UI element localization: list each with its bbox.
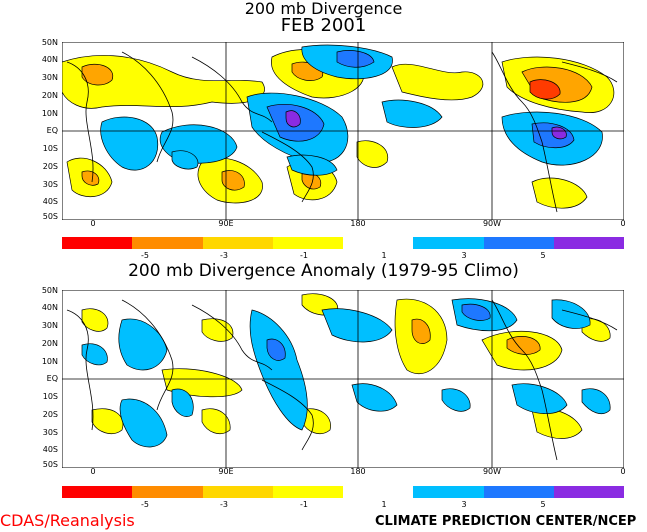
colorbar-label: 3 bbox=[461, 500, 467, 509]
lat-label: 40N bbox=[41, 55, 58, 64]
colorbar-swatch bbox=[132, 237, 203, 249]
colorbar-swatch bbox=[202, 486, 273, 498]
lat-label: 10N bbox=[41, 357, 58, 366]
colorbar-swatch bbox=[132, 486, 203, 498]
lat-label: 20N bbox=[41, 339, 58, 348]
bottom-map-title: 200 mb Divergence Anomaly (1979-95 Climo… bbox=[128, 261, 519, 281]
lat-label: 20S bbox=[42, 410, 58, 419]
colorbar-swatch bbox=[483, 237, 554, 249]
footer-source: CDAS/Reanalysis bbox=[0, 511, 135, 530]
colorbar-label: 3 bbox=[461, 251, 467, 260]
colorbar-swatch bbox=[553, 237, 624, 249]
colorbar-label: -3 bbox=[220, 251, 228, 260]
lat-label: 10N bbox=[41, 109, 58, 118]
colorbar-swatch bbox=[343, 486, 414, 498]
divergence-map bbox=[62, 42, 624, 220]
colorbar-swatch bbox=[272, 237, 343, 249]
colorbar-label: 5 bbox=[540, 500, 546, 509]
lat-label: 10S bbox=[42, 144, 58, 153]
lat-label: 30N bbox=[41, 321, 58, 330]
top-map-subtitle: FEB 2001 bbox=[280, 15, 367, 36]
colorbar-swatch bbox=[202, 237, 273, 249]
colorbar-label: -5 bbox=[141, 251, 149, 260]
lat-label: 50N bbox=[41, 38, 58, 47]
colorbar-label: 1 bbox=[381, 500, 387, 509]
lon-label: 0 bbox=[620, 467, 626, 476]
lat-label: EQ bbox=[46, 126, 58, 135]
lat-label: 40N bbox=[41, 303, 58, 312]
lon-label: 90W bbox=[482, 219, 502, 228]
footer-credit: CLIMATE PREDICTION CENTER/NCEP bbox=[375, 514, 637, 529]
colorbar-label: -1 bbox=[300, 500, 308, 509]
colorbar-swatch bbox=[413, 486, 484, 498]
colorbar-label: -5 bbox=[141, 500, 149, 509]
lat-label: 20S bbox=[42, 162, 58, 171]
colorbar-swatch bbox=[62, 486, 133, 498]
lat-label: 50S bbox=[42, 460, 58, 469]
colorbar-swatch bbox=[483, 486, 554, 498]
top-colorbar bbox=[62, 237, 624, 249]
colorbar-swatch bbox=[553, 486, 624, 498]
lon-label: 0 bbox=[620, 219, 626, 228]
lat-label: EQ bbox=[46, 374, 58, 383]
lon-label: 90W bbox=[482, 467, 502, 476]
colorbar-label: 5 bbox=[540, 251, 546, 260]
divergence-anomaly-map bbox=[62, 290, 624, 468]
colorbar-label: -3 bbox=[220, 500, 228, 509]
lat-label: 30S bbox=[42, 428, 58, 437]
lon-label: 180 bbox=[350, 219, 366, 228]
lat-label: 30N bbox=[41, 73, 58, 82]
colorbar-swatch bbox=[413, 237, 484, 249]
lat-label: 40S bbox=[42, 445, 58, 454]
lon-label: 90E bbox=[218, 467, 234, 476]
lat-label: 20N bbox=[41, 91, 58, 100]
lat-label: 40S bbox=[42, 197, 58, 206]
lat-label: 50N bbox=[41, 286, 58, 295]
lon-label: 0 bbox=[90, 219, 96, 228]
lat-label: 30S bbox=[42, 180, 58, 189]
colorbar-label: 1 bbox=[381, 251, 387, 260]
lon-label: 90E bbox=[218, 219, 234, 228]
bottom-colorbar bbox=[62, 486, 624, 498]
lat-label: 50S bbox=[42, 212, 58, 221]
colorbar-swatch bbox=[343, 237, 414, 249]
colorbar-swatch bbox=[62, 237, 133, 249]
colorbar-label: -1 bbox=[300, 251, 308, 260]
colorbar-swatch bbox=[272, 486, 343, 498]
lon-label: 180 bbox=[350, 467, 366, 476]
top-map-title: 200 mb Divergence bbox=[244, 0, 403, 18]
lat-label: 10S bbox=[42, 392, 58, 401]
lon-label: 0 bbox=[90, 467, 96, 476]
